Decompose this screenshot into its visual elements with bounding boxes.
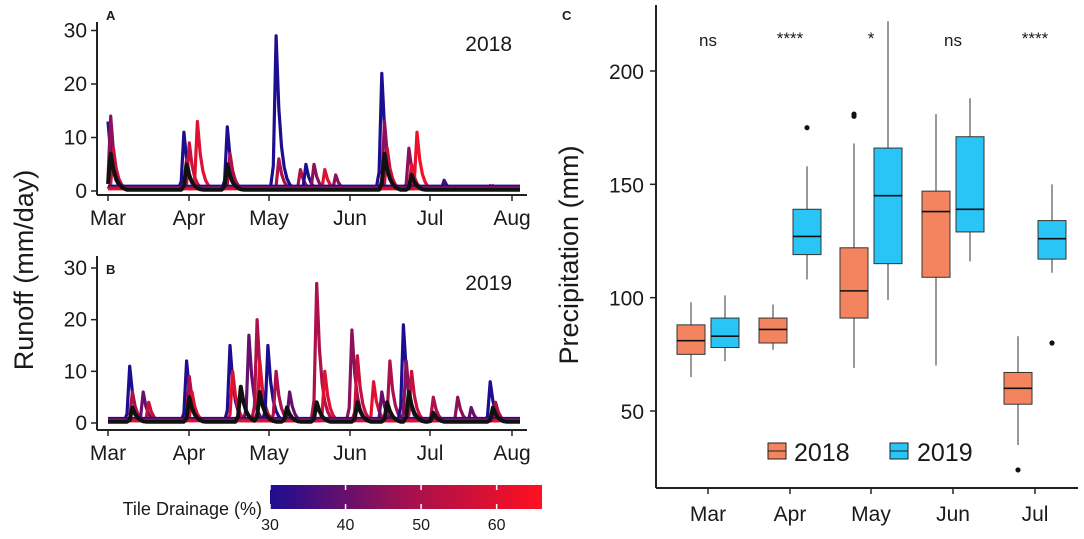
runoff-line xyxy=(189,119,225,191)
significance-labels: ns **** * ns **** xyxy=(699,29,1049,50)
x-tick-label: Aug xyxy=(493,207,530,230)
x-tick-label: May xyxy=(249,207,289,230)
y-tick-label: 10 xyxy=(64,127,87,150)
colorbar-tick-label: 60 xyxy=(488,517,506,534)
significance-label: * xyxy=(868,29,875,48)
boxplot-jul-2019 xyxy=(1037,184,1067,346)
x-tick-label: Jun xyxy=(333,207,367,230)
boxplot-jun-2018 xyxy=(921,114,951,366)
mean-runoff-path xyxy=(106,151,520,192)
box xyxy=(1037,220,1067,260)
y-tick-label: 0 xyxy=(75,412,87,435)
y-tick-label: 50 xyxy=(621,401,644,424)
box xyxy=(710,317,740,349)
colorbar-tick-label: 40 xyxy=(337,517,355,534)
boxplot-jul-2018 xyxy=(1003,336,1033,473)
panel-label-a: A xyxy=(106,8,116,23)
boxplots xyxy=(676,21,1067,473)
colorbar-tick-label: 30 xyxy=(261,517,279,534)
box xyxy=(955,136,985,233)
precipitation-y-axis-label: Precipitation (mm) xyxy=(554,145,584,364)
mean-runoff-path xyxy=(108,384,520,424)
mean-runoff-line-2019 xyxy=(108,384,520,424)
colorbar-gradient xyxy=(270,485,542,509)
boxplot-mar-2018 xyxy=(676,302,706,377)
x-tick-label: May xyxy=(249,442,289,465)
mean-runoff-line-2018 xyxy=(106,151,520,192)
colorbar-tick-label: 50 xyxy=(412,517,430,534)
colorbar-title: Tile Drainage (%) xyxy=(123,499,262,519)
panel-b-runoff-2019: B 2019 0 10 20 30 Mar Apr May Jun Jul Aug xyxy=(64,256,531,465)
panel-c-axes: 50 100 150 200 Mar Apr May Jun Jul xyxy=(609,5,1078,526)
panel-label-c: C xyxy=(562,8,572,23)
boxplot-mar-2019 xyxy=(710,295,740,362)
runoff-line xyxy=(343,328,380,423)
box xyxy=(921,190,951,278)
x-tick-label: Apr xyxy=(173,207,206,230)
outlier-point xyxy=(1015,467,1021,473)
y-tick-label: 150 xyxy=(609,174,644,197)
x-tick-label: Apr xyxy=(774,503,807,526)
panel-a-axes: 0 10 20 30 Mar Apr May Jun Jul Aug xyxy=(64,20,531,231)
boxplot-jun-2019 xyxy=(955,98,985,262)
year-legend: 2018 2019 xyxy=(767,439,973,467)
y-tick-label: 10 xyxy=(64,360,87,383)
boxplot-apr-2019 xyxy=(792,125,822,280)
x-tick-label: Jul xyxy=(1022,503,1049,526)
legend-label-2019: 2019 xyxy=(917,439,973,467)
y-tick-label: 30 xyxy=(64,257,87,280)
outlier-point xyxy=(1049,340,1055,346)
x-tick-label: Aug xyxy=(493,442,530,465)
year-label-2019: 2019 xyxy=(465,272,512,295)
box xyxy=(792,208,822,256)
y-tick-label: 200 xyxy=(609,61,644,84)
x-tick-label: Mar xyxy=(690,503,726,526)
y-tick-label: 100 xyxy=(609,288,644,311)
panel-b-axes: 0 10 20 30 Mar Apr May Jun Jul Aug xyxy=(64,256,531,465)
box xyxy=(873,147,903,265)
significance-label: ns xyxy=(944,31,962,50)
panel-label-b: B xyxy=(106,262,115,277)
colorbar-ticks: 30 40 50 60 xyxy=(261,485,506,534)
x-tick-label: Mar xyxy=(90,207,126,230)
boxplot-may-2019 xyxy=(873,21,903,300)
x-tick-label: Jun xyxy=(936,503,970,526)
legend-label-2018: 2018 xyxy=(794,439,850,467)
tile-drainage-colorbar: Tile Drainage (%) 30 40 50 60 xyxy=(123,485,542,534)
runoff-lines-2018 xyxy=(106,34,520,191)
significance-label: ns xyxy=(699,31,717,50)
boxplot-apr-2018 xyxy=(758,304,788,350)
runoff-line xyxy=(266,34,304,191)
y-tick-label: 30 xyxy=(64,20,87,43)
runoff-lines-2019 xyxy=(108,281,520,423)
x-tick-label: May xyxy=(851,503,891,526)
y-tick-label: 20 xyxy=(64,309,87,332)
outlier-point xyxy=(851,111,857,117)
x-tick-label: Jun xyxy=(333,442,367,465)
year-label-2018: 2018 xyxy=(465,33,512,56)
runoff-y-axis-label: Runoff (mm/day) xyxy=(9,170,39,371)
y-tick-label: 0 xyxy=(75,180,87,203)
panel-a-runoff-2018: A 2018 0 10 20 30 Mar Apr May Jun Jul Aug xyxy=(64,8,531,230)
box xyxy=(758,317,788,344)
significance-label: **** xyxy=(777,29,804,48)
box xyxy=(676,324,706,355)
x-tick-label: Jul xyxy=(417,442,444,465)
outlier-point xyxy=(804,125,810,131)
x-tick-label: Jul xyxy=(417,207,444,230)
box xyxy=(839,247,869,319)
runoff-line xyxy=(307,281,344,423)
x-tick-label: Apr xyxy=(173,442,206,465)
y-tick-label: 20 xyxy=(64,73,87,96)
x-tick-label: Mar xyxy=(90,442,126,465)
boxplot-may-2018 xyxy=(839,111,869,368)
significance-label: **** xyxy=(1022,29,1049,48)
